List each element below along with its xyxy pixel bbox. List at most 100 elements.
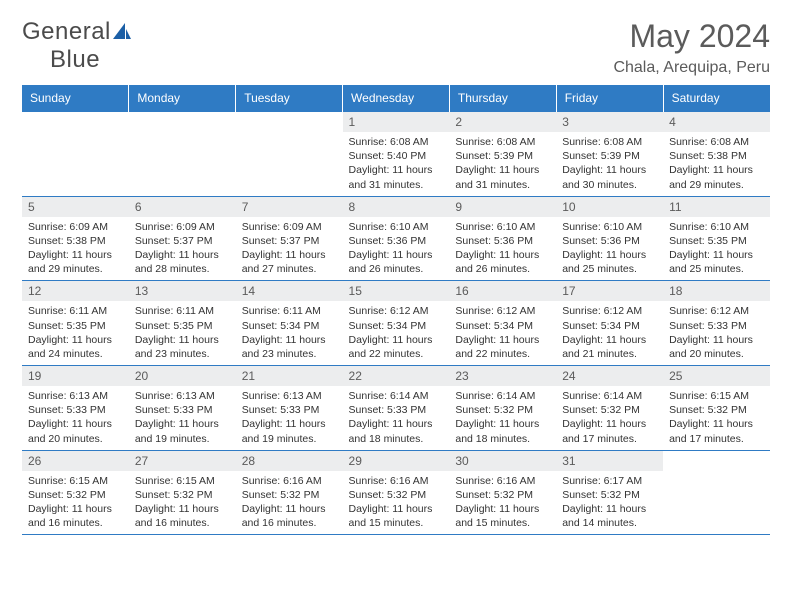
day-details: Sunrise: 6:16 AMSunset: 5:32 PMDaylight:… [236,471,343,535]
day-details: Sunrise: 6:13 AMSunset: 5:33 PMDaylight:… [129,386,236,450]
day-number: 3 [556,112,663,132]
day-details: Sunrise: 6:14 AMSunset: 5:32 PMDaylight:… [556,386,663,450]
weekday-header: Tuesday [236,85,343,112]
calendar-row: 1Sunrise: 6:08 AMSunset: 5:40 PMDaylight… [22,112,770,197]
day-number: 9 [449,197,556,217]
brand-text: General Blue [22,18,133,74]
day-details: Sunrise: 6:11 AMSunset: 5:35 PMDaylight:… [129,301,236,365]
day-number: 16 [449,281,556,301]
day-details: Sunrise: 6:16 AMSunset: 5:32 PMDaylight:… [449,471,556,535]
calendar-cell: 20Sunrise: 6:13 AMSunset: 5:33 PMDayligh… [129,366,236,451]
calendar-page: General Blue May 2024 Chala, Arequipa, P… [0,0,792,612]
day-number: 6 [129,197,236,217]
calendar-body: 1Sunrise: 6:08 AMSunset: 5:40 PMDaylight… [22,112,770,535]
day-number: 7 [236,197,343,217]
day-number: 1 [343,112,450,132]
day-number: 17 [556,281,663,301]
calendar-cell: 15Sunrise: 6:12 AMSunset: 5:34 PMDayligh… [343,281,450,366]
calendar-cell: 3Sunrise: 6:08 AMSunset: 5:39 PMDaylight… [556,112,663,197]
calendar-cell: 22Sunrise: 6:14 AMSunset: 5:33 PMDayligh… [343,366,450,451]
day-number: 22 [343,366,450,386]
day-number: 19 [22,366,129,386]
calendar-cell: 28Sunrise: 6:16 AMSunset: 5:32 PMDayligh… [236,450,343,535]
day-details: Sunrise: 6:10 AMSunset: 5:36 PMDaylight:… [556,217,663,281]
day-details: Sunrise: 6:12 AMSunset: 5:33 PMDaylight:… [663,301,770,365]
day-details: Sunrise: 6:15 AMSunset: 5:32 PMDaylight:… [22,471,129,535]
day-details: Sunrise: 6:15 AMSunset: 5:32 PMDaylight:… [129,471,236,535]
month-title: May 2024 [613,18,770,55]
day-number: 30 [449,451,556,471]
day-details: Sunrise: 6:10 AMSunset: 5:35 PMDaylight:… [663,217,770,281]
day-number: 23 [449,366,556,386]
calendar-cell: 25Sunrise: 6:15 AMSunset: 5:32 PMDayligh… [663,366,770,451]
calendar-cell: 5Sunrise: 6:09 AMSunset: 5:38 PMDaylight… [22,196,129,281]
calendar-cell-empty [129,112,236,197]
day-details: Sunrise: 6:13 AMSunset: 5:33 PMDaylight:… [236,386,343,450]
logo-sail-icon [111,21,133,41]
calendar-cell: 21Sunrise: 6:13 AMSunset: 5:33 PMDayligh… [236,366,343,451]
calendar-cell: 8Sunrise: 6:10 AMSunset: 5:36 PMDaylight… [343,196,450,281]
calendar-cell: 23Sunrise: 6:14 AMSunset: 5:32 PMDayligh… [449,366,556,451]
day-number: 13 [129,281,236,301]
calendar-cell: 16Sunrise: 6:12 AMSunset: 5:34 PMDayligh… [449,281,556,366]
day-number: 24 [556,366,663,386]
day-details: Sunrise: 6:09 AMSunset: 5:37 PMDaylight:… [129,217,236,281]
calendar-cell: 17Sunrise: 6:12 AMSunset: 5:34 PMDayligh… [556,281,663,366]
weekday-header: Friday [556,85,663,112]
day-details: Sunrise: 6:16 AMSunset: 5:32 PMDaylight:… [343,471,450,535]
page-header: General Blue May 2024 Chala, Arequipa, P… [22,18,770,77]
brand-logo: General Blue [22,18,133,74]
weekday-header: Wednesday [343,85,450,112]
calendar-cell: 13Sunrise: 6:11 AMSunset: 5:35 PMDayligh… [129,281,236,366]
weekday-header: Monday [129,85,236,112]
calendar-cell: 30Sunrise: 6:16 AMSunset: 5:32 PMDayligh… [449,450,556,535]
day-details: Sunrise: 6:12 AMSunset: 5:34 PMDaylight:… [343,301,450,365]
calendar-cell: 9Sunrise: 6:10 AMSunset: 5:36 PMDaylight… [449,196,556,281]
day-details: Sunrise: 6:08 AMSunset: 5:39 PMDaylight:… [556,132,663,196]
day-number: 11 [663,197,770,217]
calendar-cell: 7Sunrise: 6:09 AMSunset: 5:37 PMDaylight… [236,196,343,281]
day-details: Sunrise: 6:11 AMSunset: 5:34 PMDaylight:… [236,301,343,365]
weekday-header: Saturday [663,85,770,112]
calendar-cell: 29Sunrise: 6:16 AMSunset: 5:32 PMDayligh… [343,450,450,535]
calendar-cell: 18Sunrise: 6:12 AMSunset: 5:33 PMDayligh… [663,281,770,366]
day-details: Sunrise: 6:12 AMSunset: 5:34 PMDaylight:… [449,301,556,365]
day-number: 18 [663,281,770,301]
day-number: 20 [129,366,236,386]
day-number: 21 [236,366,343,386]
day-number: 25 [663,366,770,386]
calendar-cell: 24Sunrise: 6:14 AMSunset: 5:32 PMDayligh… [556,366,663,451]
calendar-head: SundayMondayTuesdayWednesdayThursdayFrid… [22,85,770,112]
calendar-cell: 26Sunrise: 6:15 AMSunset: 5:32 PMDayligh… [22,450,129,535]
day-details: Sunrise: 6:08 AMSunset: 5:40 PMDaylight:… [343,132,450,196]
day-details: Sunrise: 6:15 AMSunset: 5:32 PMDaylight:… [663,386,770,450]
day-number: 8 [343,197,450,217]
calendar-cell: 27Sunrise: 6:15 AMSunset: 5:32 PMDayligh… [129,450,236,535]
day-number: 12 [22,281,129,301]
calendar-cell-empty [663,450,770,535]
day-details: Sunrise: 6:14 AMSunset: 5:32 PMDaylight:… [449,386,556,450]
day-number: 31 [556,451,663,471]
weekday-header: Sunday [22,85,129,112]
day-number: 14 [236,281,343,301]
day-details: Sunrise: 6:11 AMSunset: 5:35 PMDaylight:… [22,301,129,365]
brand-part2: Blue [50,46,100,73]
day-details: Sunrise: 6:10 AMSunset: 5:36 PMDaylight:… [343,217,450,281]
calendar-cell: 19Sunrise: 6:13 AMSunset: 5:33 PMDayligh… [22,366,129,451]
day-number: 2 [449,112,556,132]
day-number: 10 [556,197,663,217]
calendar-cell-empty [236,112,343,197]
calendar-cell: 6Sunrise: 6:09 AMSunset: 5:37 PMDaylight… [129,196,236,281]
calendar-row: 12Sunrise: 6:11 AMSunset: 5:35 PMDayligh… [22,281,770,366]
calendar-cell-empty [22,112,129,197]
calendar-cell: 4Sunrise: 6:08 AMSunset: 5:38 PMDaylight… [663,112,770,197]
day-details: Sunrise: 6:13 AMSunset: 5:33 PMDaylight:… [22,386,129,450]
calendar-cell: 31Sunrise: 6:17 AMSunset: 5:32 PMDayligh… [556,450,663,535]
day-details: Sunrise: 6:08 AMSunset: 5:39 PMDaylight:… [449,132,556,196]
calendar-row: 5Sunrise: 6:09 AMSunset: 5:38 PMDaylight… [22,196,770,281]
calendar-cell: 1Sunrise: 6:08 AMSunset: 5:40 PMDaylight… [343,112,450,197]
weekday-header: Thursday [449,85,556,112]
title-block: May 2024 Chala, Arequipa, Peru [613,18,770,77]
calendar-cell: 14Sunrise: 6:11 AMSunset: 5:34 PMDayligh… [236,281,343,366]
day-number: 28 [236,451,343,471]
